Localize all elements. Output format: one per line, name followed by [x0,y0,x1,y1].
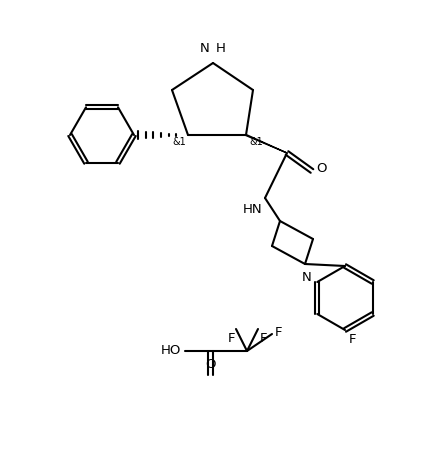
Text: O: O [316,163,327,175]
Text: N: N [302,271,312,284]
Text: F: F [227,332,235,345]
Text: F: F [275,326,283,338]
Text: F: F [349,333,357,346]
Text: O: O [205,358,215,371]
Text: HO: HO [160,344,181,357]
Text: F: F [259,332,267,345]
Polygon shape [246,135,287,153]
Text: HN: HN [242,203,262,216]
Text: &1: &1 [249,137,263,147]
Text: H: H [216,42,226,55]
Text: &1: &1 [172,137,186,147]
Text: N: N [199,42,209,55]
